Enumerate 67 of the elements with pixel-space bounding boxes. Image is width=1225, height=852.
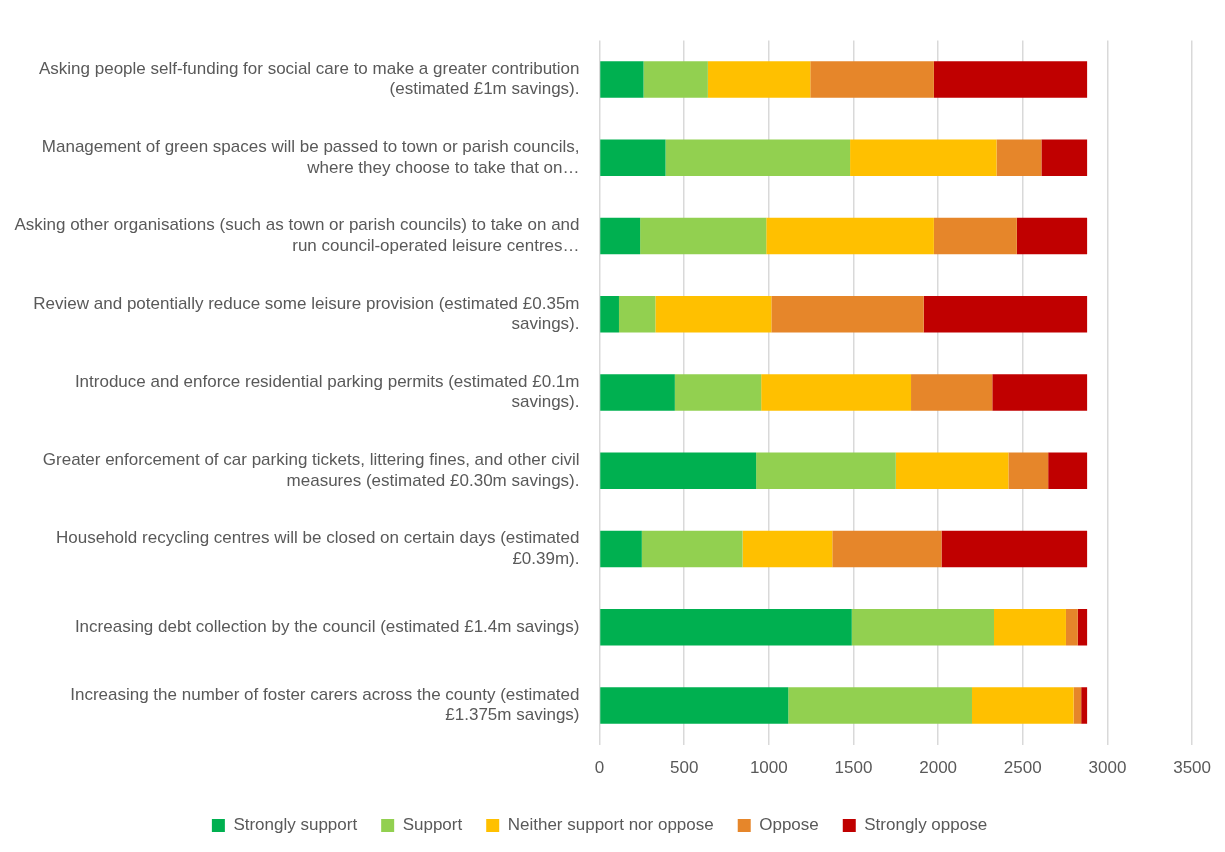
bar [992,374,1088,411]
bar [600,217,641,255]
legend-label: Strongly support [233,815,358,835]
y-tick-label: Increasing debt collection by the council (estimated £1.4m savings) [74,616,580,636]
bar [756,452,896,490]
x-tick-label: 1000 [749,758,788,778]
bar [923,295,1088,333]
bar [1008,452,1049,490]
bar [1048,452,1088,490]
bar [933,217,1017,255]
legend-label: Neither support nor oppose [507,815,714,835]
bar [895,452,1009,490]
bar [600,295,619,333]
y-tick-label: Greater enforcement of car parking tickets, littering fines, and other civil measures (estimated £0.30m savings). [42,450,580,490]
bar [832,530,942,568]
legend-label: Oppose [759,815,819,835]
y-tick-label: Asking people self-funding for social care to make a greater contribution (estimated £1m savings). [38,59,580,99]
bar [766,217,934,255]
bar [771,295,924,333]
bar [761,374,912,411]
bar [618,295,656,333]
x-tick-label: 0 [594,758,605,778]
x-tick-label: 500 [669,758,699,778]
bar [788,687,972,724]
bar [641,530,743,568]
x-tick-label: 3500 [1173,758,1211,778]
legend-label: Strongly oppose [864,815,988,835]
bar [643,61,708,98]
bar [665,139,851,177]
y-tick-label: Increasing the number of foster carers across the county (estimated £1.375m savings) [70,684,580,725]
legend-label: Support [402,815,463,835]
bar [707,61,811,98]
bar [600,374,675,411]
x-tick-label: 1500 [834,758,873,778]
bar [850,139,997,177]
bar [600,61,644,98]
bar [655,295,772,333]
bar [640,217,767,255]
bar [1081,687,1088,724]
bar [810,61,934,98]
bar [600,452,757,490]
x-tick-label: 3000 [1088,758,1127,778]
bar [742,530,833,568]
y-tick-label: Household recycling centres will be closed on certain days (estimated £0.39m). [56,528,580,568]
bar [600,687,789,724]
bar [1016,217,1088,255]
y-tick-label: Asking other organisations (such as town or parish councils) to take on and run council-operated leisure centres… [14,215,580,255]
bar [911,374,993,411]
y-tick-label: Review and potentially reduce some leisure provision (estimated £0.35m savings). [33,293,580,334]
bar [600,608,852,646]
bar [1041,139,1088,177]
bar [600,139,666,177]
bar [994,608,1066,646]
y-tick-label: Introduce and enforce residential parking permits (estimated £0.1m savings). [74,371,580,412]
bar [674,374,762,411]
bar [1073,687,1082,724]
bar [600,530,642,568]
bar [933,61,1088,98]
bar [1065,608,1078,646]
bar [851,608,994,646]
x-tick-label: 2500 [1003,758,1042,778]
bar [1077,608,1088,646]
x-tick-label: 2000 [919,758,958,778]
y-tick-label: Management of green spaces will be passed to town or parish councils, where they choose to take that on… [41,137,580,177]
bar [941,530,1088,568]
bar [971,687,1074,724]
bar [996,139,1042,177]
